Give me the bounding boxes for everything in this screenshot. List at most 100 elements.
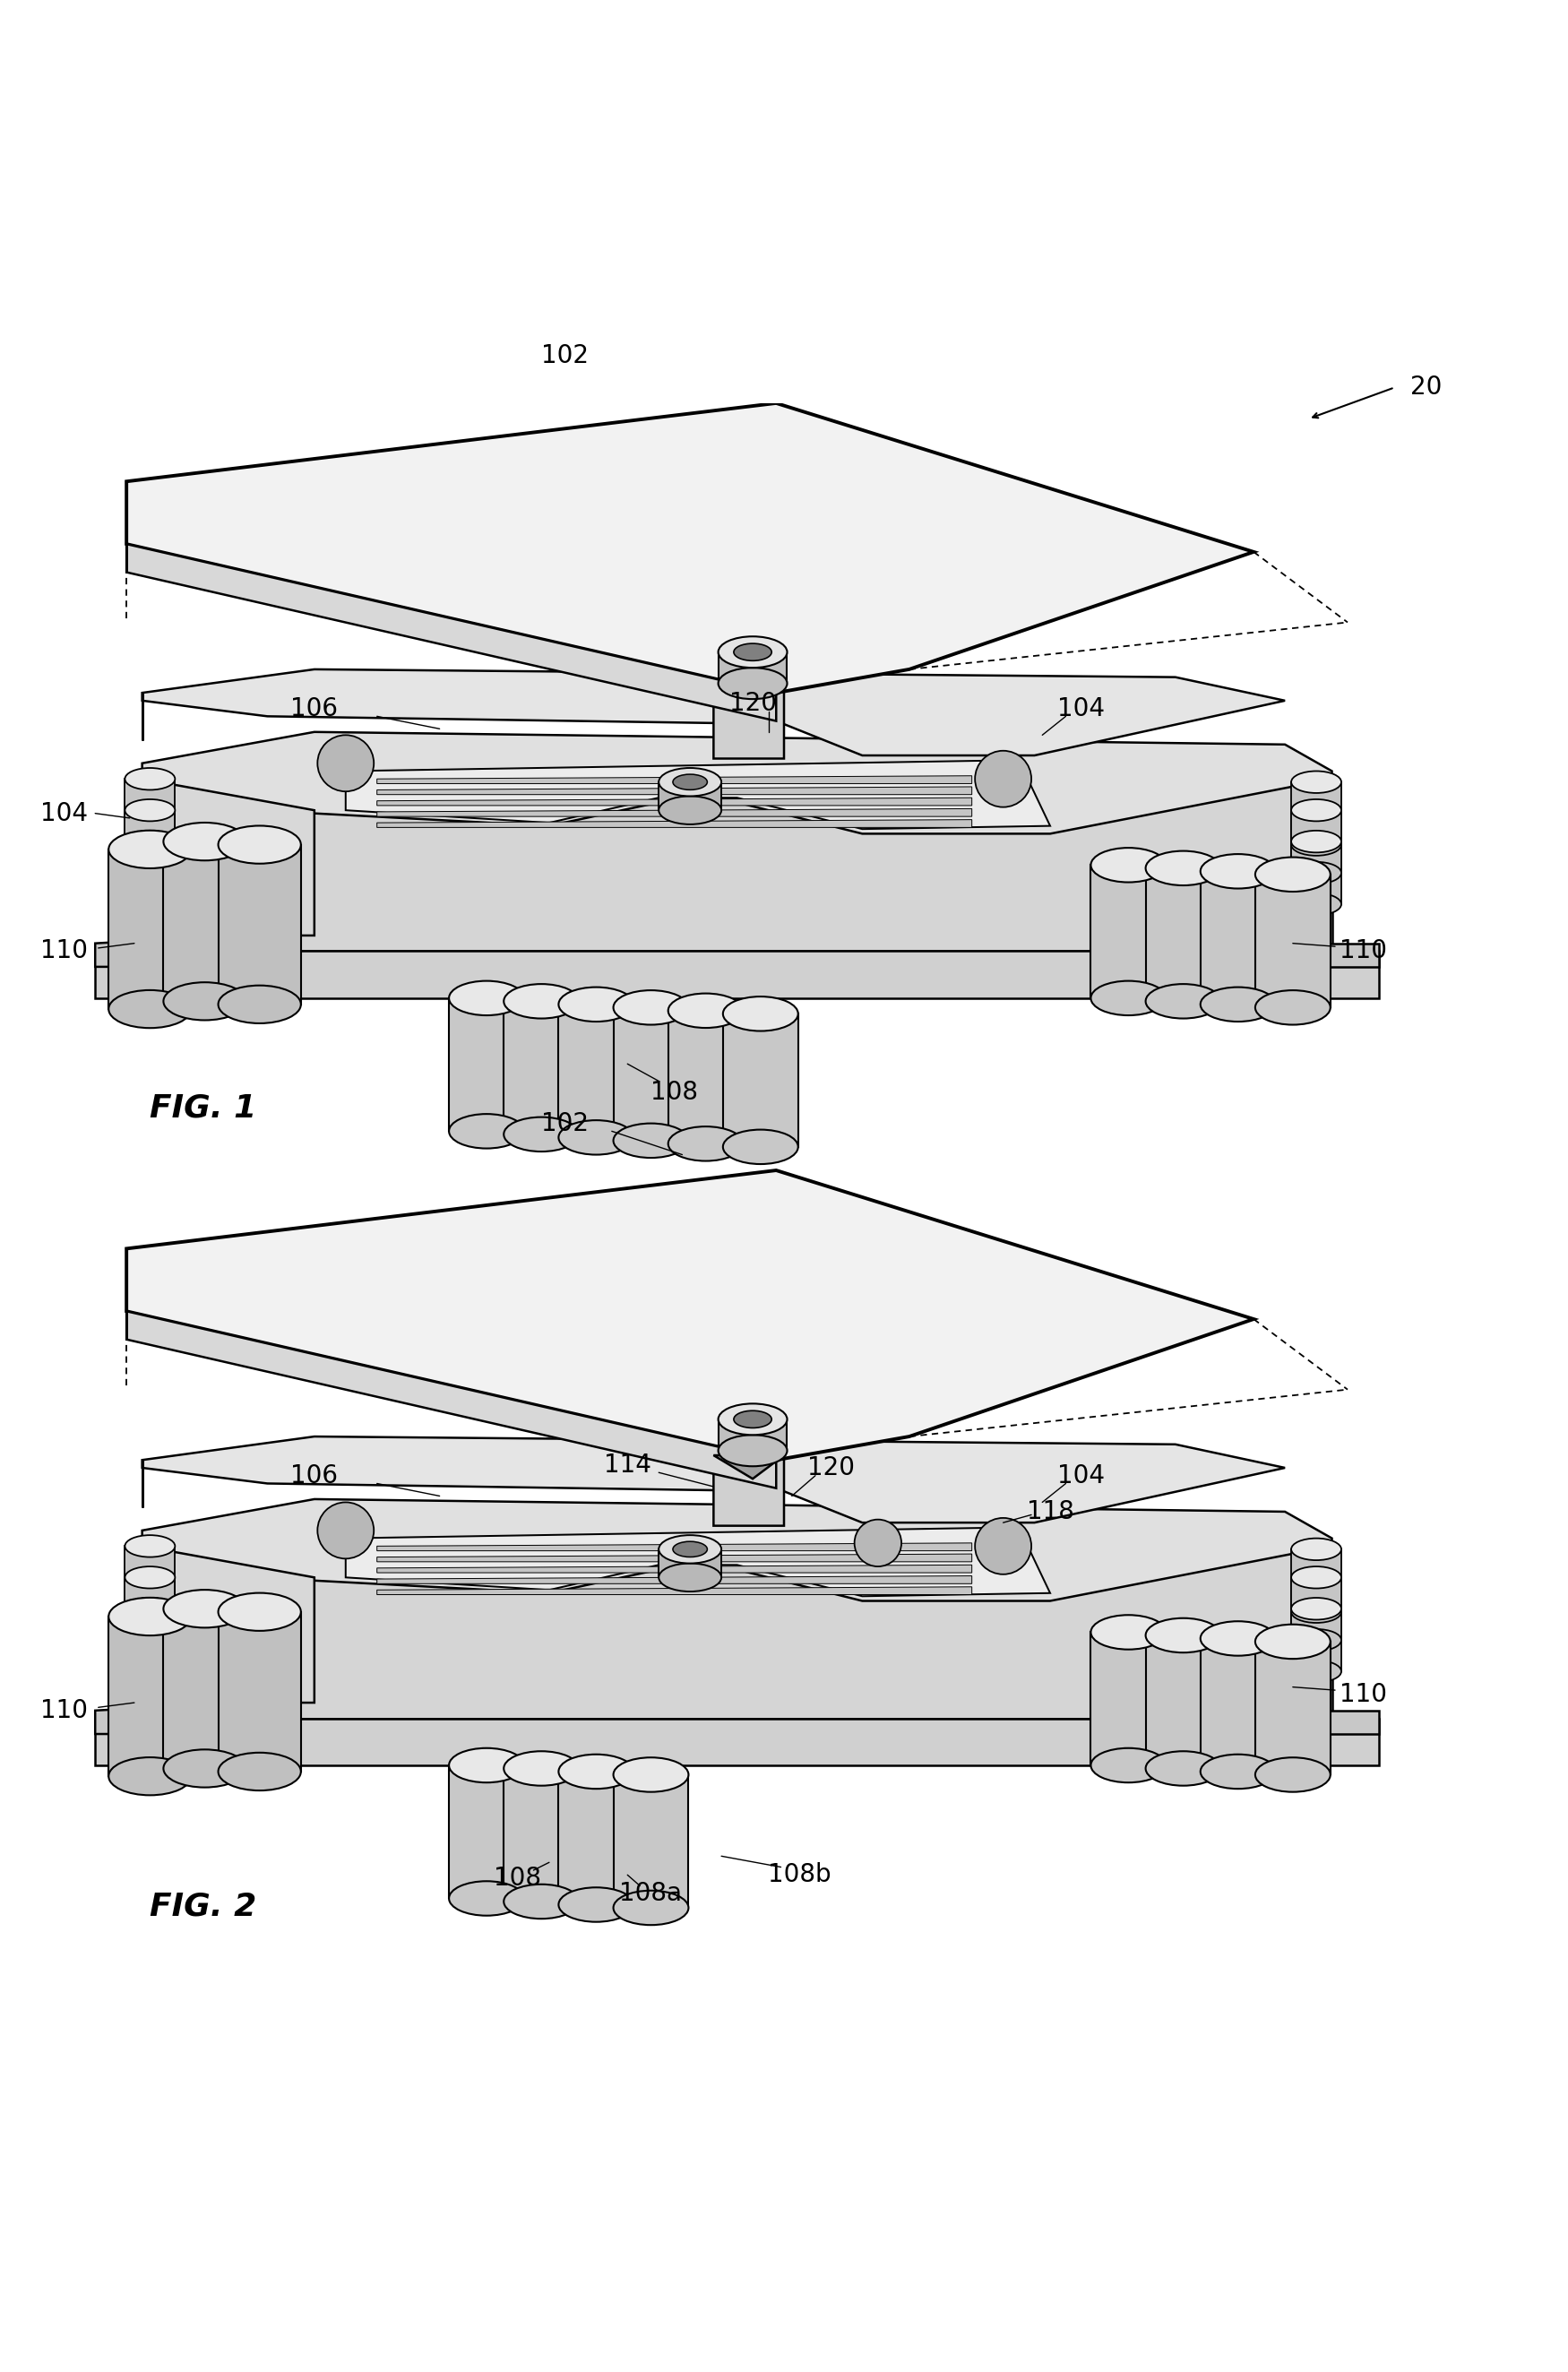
Polygon shape	[713, 1445, 784, 1525]
Polygon shape	[718, 652, 787, 683]
Circle shape	[975, 750, 1032, 806]
Ellipse shape	[1146, 984, 1221, 1018]
Polygon shape	[345, 759, 1051, 830]
Polygon shape	[613, 1008, 688, 1141]
Text: 110: 110	[41, 939, 88, 963]
Ellipse shape	[1256, 1625, 1330, 1658]
Text: 110: 110	[41, 1698, 88, 1722]
Ellipse shape	[108, 830, 191, 868]
Polygon shape	[125, 842, 176, 904]
Ellipse shape	[1091, 1615, 1167, 1649]
Ellipse shape	[125, 830, 176, 852]
Polygon shape	[1256, 875, 1330, 1008]
Ellipse shape	[1290, 830, 1341, 852]
Ellipse shape	[448, 1881, 524, 1917]
Text: 102: 102	[541, 344, 588, 368]
Ellipse shape	[125, 1535, 176, 1556]
Polygon shape	[503, 1001, 579, 1134]
Polygon shape	[125, 778, 176, 842]
Polygon shape	[376, 821, 972, 828]
Text: 104: 104	[1058, 1464, 1105, 1487]
Text: FIG. 1: FIG. 1	[151, 1093, 257, 1122]
Polygon shape	[1091, 866, 1167, 999]
Ellipse shape	[448, 982, 524, 1015]
Polygon shape	[1290, 1577, 1341, 1639]
Ellipse shape	[718, 669, 787, 700]
Polygon shape	[558, 1772, 633, 1905]
Ellipse shape	[503, 1751, 579, 1786]
Polygon shape	[1146, 1634, 1221, 1770]
Polygon shape	[125, 1608, 176, 1672]
Ellipse shape	[734, 643, 771, 662]
Polygon shape	[163, 1608, 246, 1770]
Polygon shape	[448, 999, 524, 1131]
Ellipse shape	[125, 894, 176, 916]
Ellipse shape	[108, 1599, 191, 1637]
Ellipse shape	[1256, 1758, 1330, 1791]
Ellipse shape	[1290, 894, 1341, 916]
Polygon shape	[1290, 811, 1341, 873]
Polygon shape	[218, 1613, 301, 1772]
Ellipse shape	[718, 1404, 787, 1435]
Ellipse shape	[163, 1751, 246, 1788]
Ellipse shape	[1201, 987, 1276, 1022]
Polygon shape	[558, 1003, 633, 1139]
Circle shape	[317, 1501, 373, 1558]
Ellipse shape	[218, 1594, 301, 1632]
Ellipse shape	[125, 861, 176, 885]
Ellipse shape	[659, 797, 721, 825]
Polygon shape	[143, 1437, 1284, 1523]
Polygon shape	[125, 1547, 176, 1608]
Ellipse shape	[1201, 1622, 1276, 1656]
Ellipse shape	[1290, 1601, 1341, 1622]
Ellipse shape	[734, 1411, 771, 1428]
Polygon shape	[1091, 1632, 1167, 1765]
Text: 118: 118	[1027, 1499, 1074, 1525]
Text: 110: 110	[1339, 1682, 1388, 1708]
Polygon shape	[376, 809, 972, 816]
Text: 20: 20	[1410, 375, 1443, 401]
Ellipse shape	[718, 1435, 787, 1466]
Polygon shape	[448, 1765, 524, 1898]
Ellipse shape	[1290, 1566, 1341, 1589]
Text: 108: 108	[494, 1864, 541, 1890]
Ellipse shape	[1091, 847, 1167, 882]
Polygon shape	[96, 1717, 1378, 1765]
Ellipse shape	[723, 1129, 798, 1165]
Ellipse shape	[1146, 852, 1221, 885]
Ellipse shape	[1256, 989, 1330, 1025]
Ellipse shape	[163, 1589, 246, 1627]
Polygon shape	[125, 1577, 176, 1639]
Circle shape	[855, 1520, 902, 1566]
Polygon shape	[127, 1169, 1254, 1461]
Ellipse shape	[558, 987, 633, 1022]
Ellipse shape	[125, 1566, 176, 1589]
Text: 108a: 108a	[619, 1881, 682, 1907]
Polygon shape	[376, 776, 972, 783]
Ellipse shape	[718, 636, 787, 669]
Text: 120: 120	[808, 1456, 855, 1480]
Ellipse shape	[613, 1124, 688, 1158]
Ellipse shape	[1146, 1618, 1221, 1653]
Ellipse shape	[723, 996, 798, 1032]
Ellipse shape	[613, 1890, 688, 1926]
Polygon shape	[376, 1542, 972, 1551]
Ellipse shape	[1201, 854, 1276, 890]
Ellipse shape	[659, 769, 721, 797]
Polygon shape	[1201, 871, 1276, 1003]
Text: 108: 108	[651, 1079, 698, 1105]
Polygon shape	[659, 783, 721, 811]
Ellipse shape	[1146, 1751, 1221, 1786]
Text: 106: 106	[290, 1464, 339, 1487]
Ellipse shape	[613, 989, 688, 1025]
Ellipse shape	[125, 1599, 176, 1620]
Ellipse shape	[1201, 1755, 1276, 1788]
Polygon shape	[376, 1575, 972, 1584]
Ellipse shape	[668, 1127, 743, 1160]
Ellipse shape	[1290, 799, 1341, 821]
Ellipse shape	[108, 1758, 191, 1796]
Polygon shape	[1290, 783, 1341, 844]
Polygon shape	[503, 1770, 579, 1902]
Ellipse shape	[218, 825, 301, 863]
Ellipse shape	[659, 1535, 721, 1563]
